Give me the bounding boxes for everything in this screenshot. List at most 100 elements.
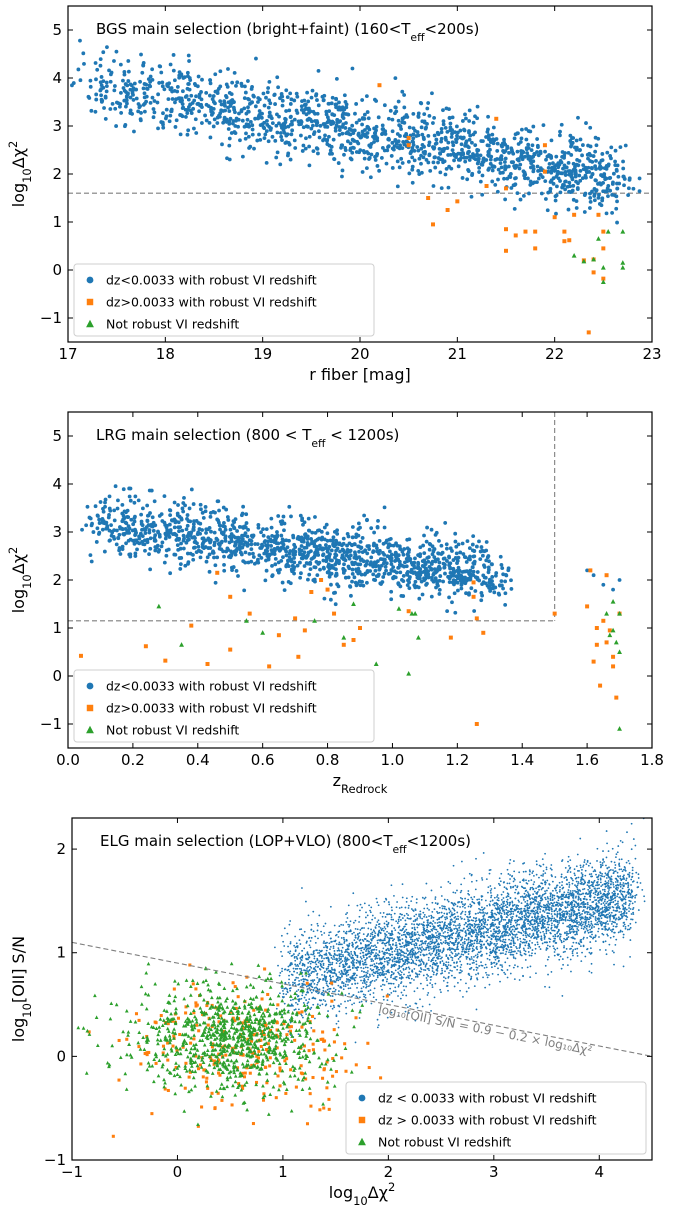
- data-point: [533, 874, 535, 877]
- data-point: [409, 974, 411, 977]
- data-point: [428, 969, 430, 972]
- data-point: [599, 877, 602, 880]
- data-point: [399, 156, 404, 161]
- data-point: [358, 558, 363, 563]
- data-point: [610, 182, 615, 186]
- data-point: [319, 578, 324, 582]
- data-point: [411, 923, 413, 925]
- data-point: [334, 538, 338, 543]
- data-point: [405, 912, 408, 915]
- data-point: [630, 822, 633, 825]
- data-point: [320, 957, 323, 959]
- data-point: [594, 158, 598, 163]
- data-point: [588, 206, 592, 210]
- data-point: [499, 165, 504, 170]
- data-point: [149, 522, 154, 527]
- data-point: [350, 525, 355, 529]
- data-point: [584, 168, 588, 173]
- data-point: [484, 540, 489, 544]
- data-point: [320, 546, 325, 551]
- data-point: [244, 122, 249, 127]
- data-point: [563, 165, 568, 170]
- data-point: [499, 880, 502, 883]
- data-point: [377, 538, 382, 543]
- data-point: [444, 546, 449, 551]
- data-point: [203, 545, 208, 549]
- data-point: [100, 98, 105, 103]
- data-point: [448, 635, 453, 640]
- data-point: [413, 579, 418, 584]
- data-point: [284, 553, 289, 558]
- data-point: [416, 926, 419, 929]
- data-point: [259, 115, 264, 120]
- data-point: [473, 589, 478, 593]
- data-point: [331, 961, 334, 964]
- data-point: [434, 896, 437, 899]
- data-point: [281, 514, 286, 519]
- data-point: [336, 954, 339, 957]
- data-point: [357, 555, 362, 559]
- data-point: [621, 159, 625, 164]
- data-point: [148, 536, 153, 541]
- data-point: [401, 573, 406, 578]
- data-point: [121, 487, 126, 492]
- data-point: [498, 161, 503, 166]
- data-point: [279, 134, 284, 139]
- data-point: [432, 571, 436, 575]
- data-point: [95, 67, 100, 72]
- data-point: [143, 548, 147, 553]
- data-point: [296, 1003, 299, 1006]
- data-point: [274, 155, 279, 160]
- data-point: [346, 139, 350, 144]
- data-point: [281, 967, 284, 970]
- data-point: [585, 568, 590, 573]
- data-point: [464, 579, 469, 583]
- data-point: [460, 147, 464, 152]
- data-point: [340, 143, 345, 148]
- data-point: [535, 150, 539, 154]
- data-point: [296, 967, 299, 970]
- data-point: [501, 943, 504, 946]
- data-point: [212, 543, 217, 548]
- data-point: [508, 933, 511, 935]
- data-point: [267, 110, 272, 115]
- data-point: [443, 521, 448, 525]
- data-point: [444, 166, 449, 171]
- data-point: [323, 974, 326, 977]
- data-point: [390, 918, 393, 921]
- data-point: [345, 543, 349, 548]
- data-point: [504, 904, 507, 907]
- data-point: [533, 906, 536, 909]
- data-point: [126, 79, 131, 83]
- data-point: [103, 500, 107, 505]
- data-point: [227, 90, 232, 95]
- data-point: [261, 527, 265, 532]
- data-point: [179, 642, 184, 647]
- data-point: [566, 169, 571, 173]
- data-point: [282, 588, 287, 593]
- data-point: [513, 132, 518, 137]
- data-point: [594, 642, 599, 647]
- data-point: [419, 170, 424, 175]
- data-point: [128, 95, 133, 100]
- data-point: [288, 91, 293, 96]
- data-point: [221, 530, 226, 535]
- data-point: [341, 975, 343, 978]
- x-tick-label: 1.0: [381, 751, 405, 769]
- data-point: [470, 975, 473, 978]
- data-point: [360, 122, 364, 127]
- data-point: [109, 533, 114, 538]
- data-point: [133, 532, 138, 536]
- data-point: [215, 570, 220, 575]
- data-point: [290, 567, 295, 572]
- data-point: [433, 165, 438, 170]
- data-point: [621, 174, 626, 179]
- data-point: [389, 597, 394, 602]
- data-point: [617, 887, 619, 889]
- data-point: [294, 978, 297, 981]
- data-point: [373, 661, 379, 666]
- data-point: [184, 540, 189, 545]
- data-point: [292, 542, 297, 547]
- data-point: [448, 128, 453, 133]
- data-point: [244, 521, 249, 525]
